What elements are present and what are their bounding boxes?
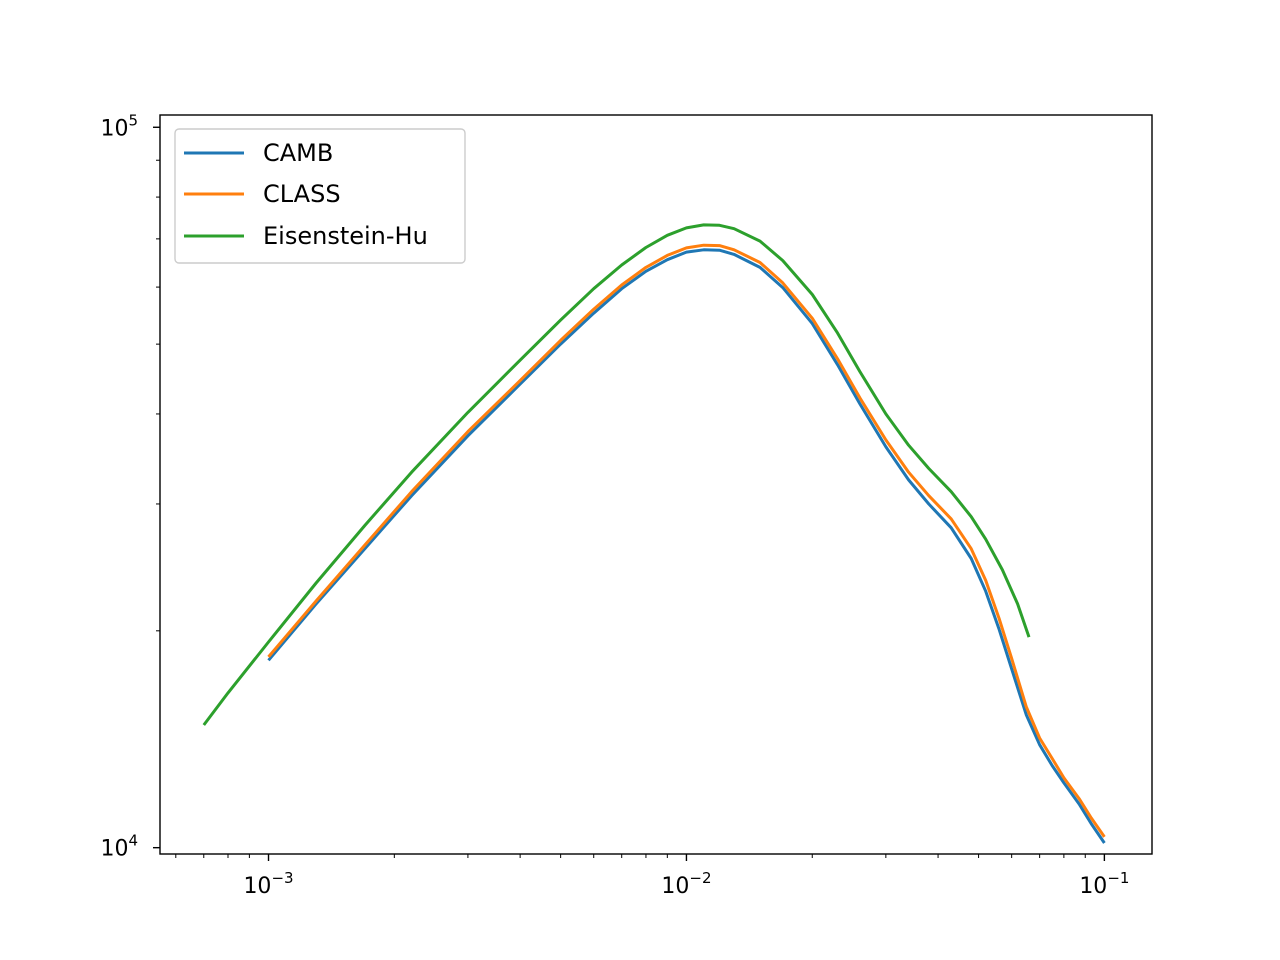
series-line-class (267, 243, 1106, 838)
legend-box (174, 128, 466, 264)
plot-frame (159, 114, 1153, 855)
y-axis: 104 105 (100, 111, 160, 862)
x-tick-label: 10−1 (1079, 869, 1129, 899)
legend-label-camb: CAMB (263, 139, 333, 167)
y-tick-label: 105 (100, 111, 138, 141)
x-tick-label: 10−2 (661, 869, 711, 899)
x-tick-label: 10−3 (243, 869, 293, 899)
legend-label-class: CLASS (263, 180, 341, 208)
plot-lines (202, 223, 1106, 844)
legend: CAMB CLASS Eisenstein-Hu (174, 128, 466, 264)
series-line-eisenstein-hu (202, 223, 1031, 726)
x-axis: 10−3 10−2 10−1 (175, 854, 1129, 899)
y-tick-label: 104 (100, 832, 138, 862)
series-line-camb (267, 248, 1106, 844)
legend-label-eisenstein-hu: Eisenstein-Hu (263, 222, 428, 250)
